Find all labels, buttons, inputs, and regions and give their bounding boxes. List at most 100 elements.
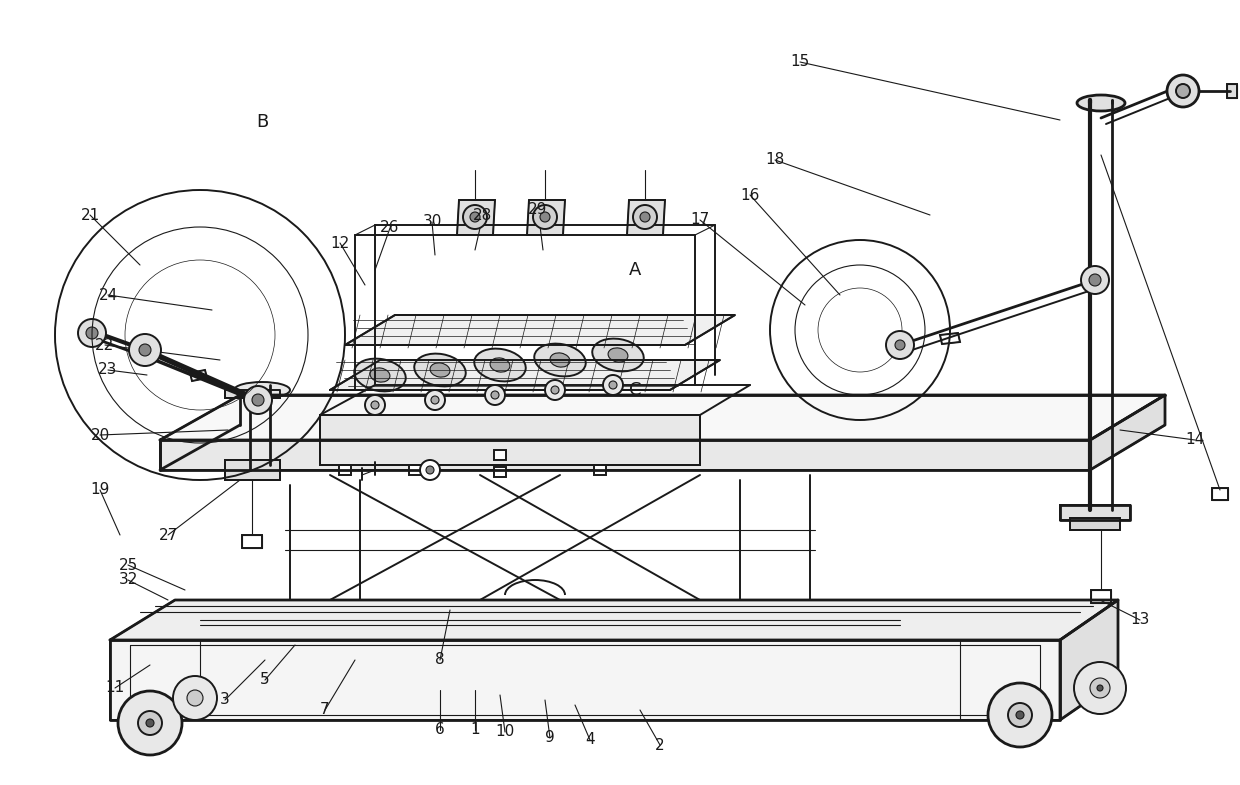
Ellipse shape bbox=[551, 353, 570, 367]
Text: 15: 15 bbox=[790, 54, 810, 70]
Text: 1: 1 bbox=[470, 722, 480, 737]
Polygon shape bbox=[494, 450, 506, 460]
Ellipse shape bbox=[430, 363, 450, 377]
Polygon shape bbox=[1091, 590, 1111, 603]
Polygon shape bbox=[110, 600, 1118, 640]
Text: 8: 8 bbox=[435, 652, 445, 667]
Text: 5: 5 bbox=[260, 673, 270, 688]
Text: 30: 30 bbox=[423, 214, 441, 229]
Text: 22: 22 bbox=[95, 338, 114, 352]
Circle shape bbox=[420, 460, 440, 480]
Circle shape bbox=[533, 205, 557, 229]
Circle shape bbox=[551, 386, 559, 394]
Polygon shape bbox=[1060, 600, 1118, 720]
Polygon shape bbox=[339, 465, 351, 475]
Circle shape bbox=[365, 395, 384, 415]
Polygon shape bbox=[1070, 518, 1120, 530]
Polygon shape bbox=[940, 333, 960, 344]
Text: 17: 17 bbox=[691, 213, 709, 228]
Text: 28: 28 bbox=[474, 207, 492, 222]
Text: 23: 23 bbox=[98, 363, 118, 378]
Ellipse shape bbox=[593, 338, 644, 371]
Circle shape bbox=[1081, 266, 1109, 294]
Ellipse shape bbox=[490, 358, 510, 372]
Polygon shape bbox=[190, 370, 207, 381]
Polygon shape bbox=[110, 640, 1060, 720]
Ellipse shape bbox=[414, 353, 466, 386]
Circle shape bbox=[1016, 711, 1024, 719]
Polygon shape bbox=[1228, 84, 1238, 98]
Circle shape bbox=[539, 212, 551, 222]
Text: 18: 18 bbox=[765, 152, 785, 167]
Polygon shape bbox=[494, 467, 506, 477]
Circle shape bbox=[78, 319, 105, 347]
Polygon shape bbox=[458, 200, 495, 235]
Circle shape bbox=[371, 401, 379, 409]
Circle shape bbox=[887, 331, 914, 359]
Text: 14: 14 bbox=[1185, 433, 1204, 447]
Polygon shape bbox=[527, 200, 565, 235]
Polygon shape bbox=[160, 395, 1166, 440]
Circle shape bbox=[1097, 685, 1104, 691]
Circle shape bbox=[1089, 274, 1101, 286]
Text: 26: 26 bbox=[381, 221, 399, 235]
Polygon shape bbox=[224, 460, 280, 480]
Text: 10: 10 bbox=[495, 725, 515, 739]
Circle shape bbox=[640, 212, 650, 222]
Polygon shape bbox=[627, 200, 665, 235]
Circle shape bbox=[432, 396, 439, 404]
Ellipse shape bbox=[474, 349, 526, 382]
Ellipse shape bbox=[234, 382, 290, 398]
Circle shape bbox=[463, 205, 487, 229]
Text: 7: 7 bbox=[320, 703, 330, 717]
Circle shape bbox=[118, 691, 182, 755]
Polygon shape bbox=[242, 535, 262, 548]
Circle shape bbox=[129, 334, 161, 366]
Polygon shape bbox=[330, 360, 720, 390]
Circle shape bbox=[632, 205, 657, 229]
Polygon shape bbox=[409, 465, 422, 475]
Text: 6: 6 bbox=[435, 722, 445, 737]
Text: 27: 27 bbox=[159, 528, 177, 542]
Polygon shape bbox=[594, 465, 606, 475]
Ellipse shape bbox=[608, 348, 627, 362]
Text: B: B bbox=[255, 113, 268, 131]
Polygon shape bbox=[1211, 488, 1228, 500]
Circle shape bbox=[1008, 703, 1032, 727]
Circle shape bbox=[86, 327, 98, 339]
Ellipse shape bbox=[1078, 95, 1125, 111]
Text: 2: 2 bbox=[655, 737, 665, 753]
Circle shape bbox=[425, 390, 445, 410]
Polygon shape bbox=[1060, 505, 1130, 520]
Text: C: C bbox=[629, 381, 641, 399]
Text: 24: 24 bbox=[98, 287, 118, 302]
Polygon shape bbox=[160, 440, 1090, 470]
Circle shape bbox=[252, 394, 264, 406]
Circle shape bbox=[138, 711, 162, 735]
Circle shape bbox=[139, 344, 151, 356]
Circle shape bbox=[1167, 75, 1199, 107]
Circle shape bbox=[1074, 662, 1126, 714]
Circle shape bbox=[609, 381, 618, 389]
Text: 29: 29 bbox=[528, 203, 548, 217]
Circle shape bbox=[187, 690, 203, 706]
Text: 4: 4 bbox=[585, 732, 595, 747]
Polygon shape bbox=[320, 415, 701, 465]
Text: 25: 25 bbox=[118, 557, 138, 572]
Ellipse shape bbox=[355, 359, 405, 392]
Text: 20: 20 bbox=[91, 428, 109, 443]
Text: 13: 13 bbox=[1131, 612, 1149, 627]
Circle shape bbox=[491, 391, 498, 399]
Circle shape bbox=[470, 212, 480, 222]
Circle shape bbox=[427, 466, 434, 474]
Ellipse shape bbox=[534, 344, 585, 376]
Polygon shape bbox=[224, 390, 280, 398]
Text: A: A bbox=[629, 261, 641, 279]
Text: 12: 12 bbox=[330, 236, 350, 250]
Circle shape bbox=[244, 386, 272, 414]
Text: 9: 9 bbox=[546, 731, 554, 746]
Circle shape bbox=[546, 380, 565, 400]
Circle shape bbox=[1090, 678, 1110, 698]
Text: 11: 11 bbox=[105, 681, 125, 696]
Circle shape bbox=[603, 375, 622, 395]
